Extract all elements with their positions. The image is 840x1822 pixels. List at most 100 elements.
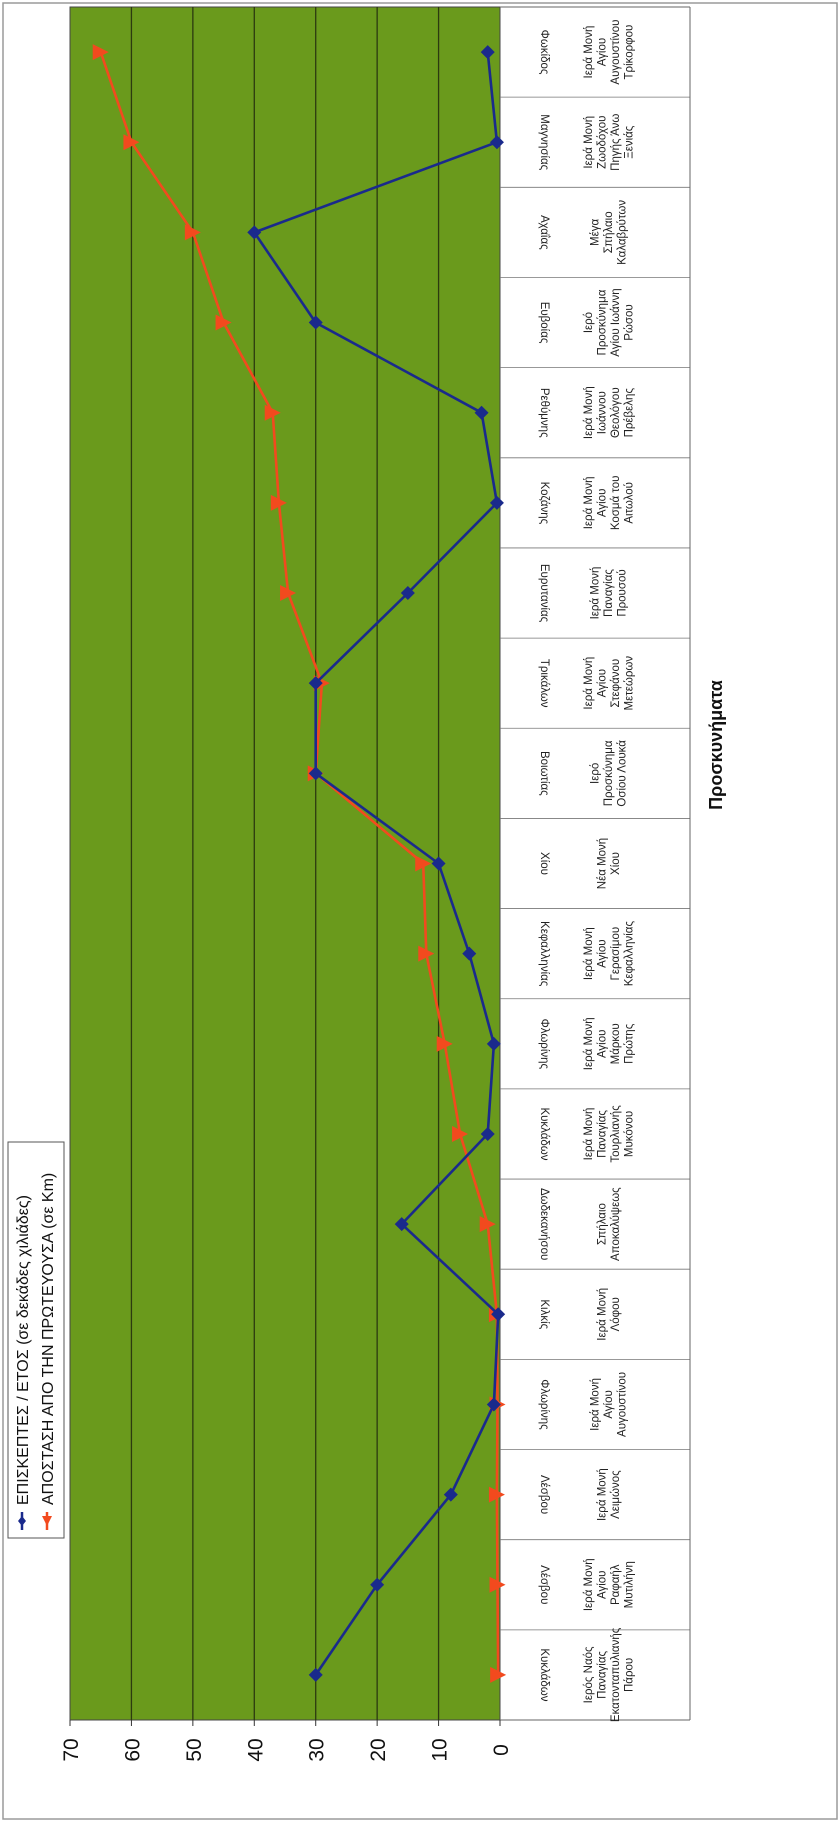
category-label-line: Αγίου bbox=[596, 1030, 608, 1058]
category-label-line: Τουρλιανής bbox=[610, 1105, 622, 1163]
category-label-line: Προυσού bbox=[617, 569, 629, 616]
category-label-line: Νέα Μονή bbox=[596, 838, 608, 889]
category-label-line: Τρίκορφου bbox=[623, 25, 635, 80]
category-label-line: Ιερά Μονή bbox=[583, 927, 595, 980]
data-point-visitors bbox=[489, 495, 504, 510]
category-label-line: Αυγουστίνου bbox=[610, 20, 622, 85]
category-label-line: Πάρου bbox=[623, 1658, 635, 1692]
data-point-visitors bbox=[486, 1036, 501, 1051]
data-point-distance bbox=[184, 224, 201, 241]
category-label-line: Καλαβρύτων bbox=[617, 200, 629, 265]
series-layer bbox=[92, 44, 507, 1683]
data-point-visitors bbox=[247, 225, 262, 240]
category-label-line: Λόφου bbox=[610, 1297, 622, 1331]
legend-label-distance: ΑΠΟΣΤΑΣΗ ΑΠΟ ΤΗΝ ΠΡΩΤΕΥΟΥΣΑ (σε Km) bbox=[40, 1173, 57, 1505]
data-point-visitors bbox=[480, 45, 495, 60]
region-label: Φλωρίνης bbox=[538, 1019, 550, 1070]
y-tick-label-50: 50 bbox=[183, 1738, 206, 1761]
category-label-line: Λειμώνος bbox=[610, 1470, 622, 1519]
y-tick-label-70: 70 bbox=[60, 1738, 83, 1761]
data-point-visitors bbox=[474, 405, 489, 420]
region-label: Ρεθύμνης bbox=[538, 388, 550, 438]
category-label-line: Εκατονταπυλιανής bbox=[610, 1627, 622, 1722]
category-table-lines bbox=[500, 6, 691, 1721]
legend-item-visitors: ΕΠΙΣΚΕΠΤΕΣ / ΕΤΟΣ (σε δεκάδες χιλιάδες) bbox=[15, 1195, 32, 1530]
category-label-line: Προσκύνημα bbox=[603, 740, 615, 806]
region-label: Κοζάνης bbox=[538, 482, 550, 525]
category-label-line: Ιερό bbox=[583, 312, 595, 333]
series-0 bbox=[247, 45, 506, 1682]
data-point-distance bbox=[418, 945, 435, 962]
category-label: Νέα Μονή Χίου bbox=[596, 838, 622, 889]
legend-item-distance: ΑΠΟΣΤΑΣΗ ΑΠΟ ΤΗΝ ΠΡΩΤΕΥΟΥΣΑ (σε Km) bbox=[40, 1173, 57, 1530]
gridlines bbox=[130, 7, 440, 1720]
legend: ΕΠΙΣΚΕΠΤΕΣ / ΕΤΟΣ (σε δεκάδες χιλιάδες) … bbox=[7, 1141, 65, 1539]
category-label-line: Ιωάννου bbox=[596, 391, 608, 434]
category-label-line: Οσίου Λουκά bbox=[617, 740, 629, 807]
category-label: Ιερά Μονή Λόφου bbox=[596, 1288, 622, 1341]
category-label-line: Μάρκου bbox=[610, 1023, 622, 1064]
category-label-line: Πρώτης bbox=[623, 1023, 635, 1064]
region-label: Κεφαλληνίας bbox=[538, 921, 550, 987]
data-point-visitors bbox=[480, 1126, 495, 1141]
region-label: Βοιωτίας bbox=[538, 751, 550, 796]
category-label-line: Παναγίας bbox=[603, 569, 615, 617]
category-label: Ιερό Προσκύνημα Οσίου Λουκά bbox=[590, 740, 629, 807]
category-label-line: Ιερά Μονή bbox=[583, 1108, 595, 1161]
category-label-line: Αυγουστίνου bbox=[617, 1372, 629, 1437]
y-tick-label-0: 0 bbox=[490, 1744, 513, 1756]
region-label: Κυκλάδων bbox=[538, 1107, 550, 1160]
data-point-distance bbox=[270, 494, 287, 511]
category-label-line: Σπήλαιο bbox=[603, 211, 615, 253]
y-tick-label-30: 30 bbox=[306, 1738, 329, 1761]
category-label: Ιερά Μονή Αγίου Γερασίμου Κεφαλληνίας bbox=[583, 921, 636, 987]
y-axis-ticks: 0 10 20 30 40 50 60 70 bbox=[60, 1720, 513, 1762]
data-point-distance bbox=[280, 585, 297, 602]
category-label: Σπήλαιο Αποκαλύψεως bbox=[596, 1187, 622, 1261]
category-label-line: Αποκαλύψεως bbox=[610, 1187, 622, 1261]
category-label-line: Ιερά Μονή bbox=[596, 1288, 608, 1341]
category-label-line: Χίου bbox=[610, 852, 622, 875]
category-label-line: Ιερά Μονή bbox=[583, 386, 595, 439]
region-label: Τρικάλων bbox=[538, 659, 550, 708]
legend-label-visitors: ΕΠΙΣΚΕΠΤΕΣ / ΕΤΟΣ (σε δεκάδες χιλιάδες) bbox=[15, 1195, 32, 1505]
category-label-line: Ραφαήλ bbox=[610, 1564, 622, 1605]
category-label-line: Ρώσου bbox=[623, 304, 635, 340]
data-point-visitors bbox=[431, 856, 446, 871]
category-label: Ιερά Μονή Ιωάννου Θεολόγου Πρέβελης bbox=[583, 386, 636, 439]
data-point-distance bbox=[488, 1486, 505, 1503]
data-point-visitors bbox=[394, 1217, 409, 1232]
y-tick-label-40: 40 bbox=[244, 1738, 267, 1761]
region-label: Λέσβου bbox=[538, 1565, 550, 1604]
category-label-line: Ιερά Μονή bbox=[583, 26, 595, 79]
category-label: Ιερά Μονή Αγίου Ραφαήλ Μυτιλήνη bbox=[583, 1558, 636, 1611]
category-label-line: Αγίου bbox=[596, 38, 608, 66]
category-label: Ιερά Μονή Αγίου Κοσμά του Αιτωλού bbox=[583, 476, 636, 531]
category-label: Μέγα Σπήλαιο Καλαβρύτων bbox=[590, 200, 629, 265]
category-label-line: Ιερά Μονή bbox=[583, 1017, 595, 1070]
category-label-line: Μέγα bbox=[590, 218, 602, 245]
category-label-line: Αγίου bbox=[596, 489, 608, 517]
category-label-line: Ιερά Μονή bbox=[583, 657, 595, 710]
category-label-line: Θεολόγου bbox=[610, 387, 622, 438]
data-point-visitors bbox=[308, 1667, 323, 1682]
data-point-visitors bbox=[370, 1577, 385, 1592]
category-label-line: Αγίου bbox=[596, 669, 608, 697]
data-point-distance bbox=[490, 1666, 507, 1683]
category-label: Ιερό Προσκύνημα Αγίου Ιωάννη Ρώσου bbox=[583, 288, 636, 356]
category-label-line: Γερασίμου bbox=[610, 927, 622, 981]
category-label: Ιερά Μονή Αγίου Αυγουστίνου bbox=[590, 1372, 629, 1437]
category-label: Ιερά Μονή Λειμώνος bbox=[596, 1468, 622, 1521]
data-point-distance bbox=[92, 44, 109, 61]
category-label-line: Προσκύνημα bbox=[596, 289, 608, 355]
category-label-line: Ιερά Μονή bbox=[583, 116, 595, 169]
region-label: Κιλκίς bbox=[538, 1299, 550, 1329]
category-label-line: Σπήλαιο bbox=[596, 1203, 608, 1245]
category-label-line: Αγίου bbox=[596, 1571, 608, 1599]
category-label-line: Μυκόνου bbox=[623, 1111, 635, 1157]
category-label-line: Μετεώρων bbox=[623, 656, 635, 711]
category-label-line: Ζωοδόχου bbox=[596, 116, 608, 169]
category-label: Ιερά Μονή Αγίου Μάρκου Πρώτης bbox=[583, 1017, 636, 1070]
legend-swatch-visitors-marker bbox=[18, 1516, 26, 1526]
